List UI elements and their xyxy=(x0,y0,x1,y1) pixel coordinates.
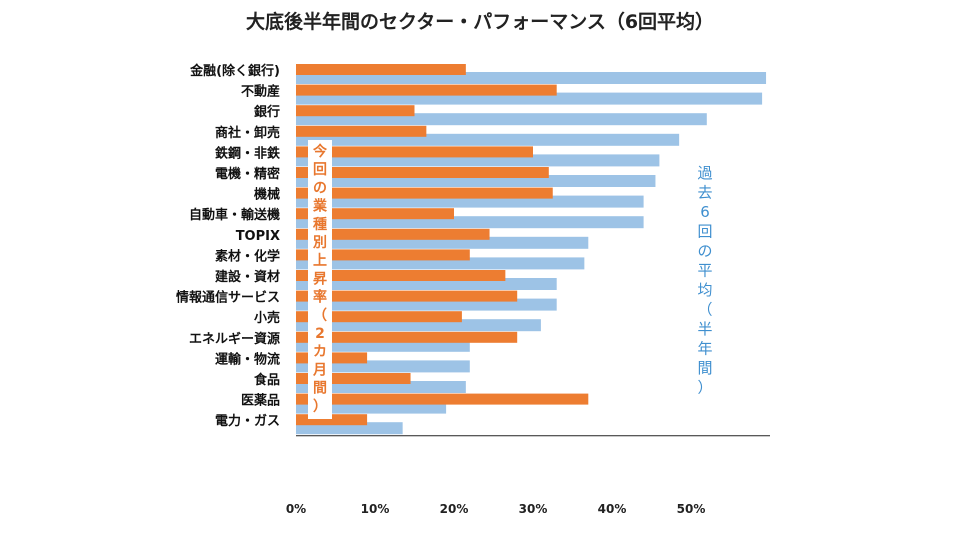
current-series-label: 今回の業種別上昇率（ 2 カ月間） xyxy=(312,143,328,415)
bar-current-17 xyxy=(296,414,368,426)
category-label-6: 機械 xyxy=(254,187,280,203)
bar-current-6 xyxy=(296,187,553,199)
bar-current-8 xyxy=(296,228,490,240)
bar-current-10 xyxy=(296,270,506,281)
category-label-1: 不動産 xyxy=(241,84,280,100)
category-label-3: 商社・卸売 xyxy=(215,125,280,141)
category-label-0: 金融(除く銀行) xyxy=(189,63,280,79)
bar-current-4 xyxy=(296,146,533,158)
bar-current-16 xyxy=(296,393,589,405)
bar-current-0 xyxy=(296,64,466,75)
category-label-10: 建設・資材 xyxy=(215,269,280,285)
category-label-12: 小売 xyxy=(254,310,280,326)
category-label-17: 電力・ガス xyxy=(215,413,280,429)
category-label-8: TOPIX xyxy=(236,229,280,244)
bar-current-7 xyxy=(296,208,454,220)
bar-current-11 xyxy=(296,290,518,302)
bar-current-15 xyxy=(296,373,411,384)
bar-current-2 xyxy=(296,105,415,117)
current-label-backdrop xyxy=(308,140,332,419)
bar-current-12 xyxy=(296,311,462,323)
category-label-5: 電機・精密 xyxy=(215,166,280,182)
category-label-2: 銀行 xyxy=(254,104,280,120)
bar-current-1 xyxy=(296,84,557,96)
category-label-13: エネルギー資源 xyxy=(189,331,280,347)
chart-title: 大底後半年間のセクター・パフォーマンス（6回平均） xyxy=(246,10,714,33)
x-tick-label-1: 10% xyxy=(361,502,390,516)
category-label-7: 自動車・輸送機 xyxy=(189,207,280,223)
x-tick-label-3: 30% xyxy=(519,502,548,516)
x-tick-label-2: 20% xyxy=(440,502,469,516)
x-tick-label-5: 50% xyxy=(677,502,706,516)
x-tick-label-4: 40% xyxy=(598,502,627,516)
bar-current-9 xyxy=(296,249,470,261)
category-label-16: 医薬品 xyxy=(241,393,280,409)
past-avg-series-label: 過去 6 回の平均（半年間） xyxy=(697,164,712,397)
category-label-14: 運輸・物流 xyxy=(215,351,280,367)
category-label-11: 情報通信サービス xyxy=(176,290,280,306)
bar-current-13 xyxy=(296,331,518,343)
bar-current-5 xyxy=(296,167,549,178)
category-label-4: 鉄鋼・非鉄 xyxy=(215,145,280,161)
category-label-9: 素材・化学 xyxy=(215,248,280,264)
category-label-15: 食品 xyxy=(254,372,280,388)
x-tick-label-0: 0% xyxy=(286,502,306,516)
bar-current-3 xyxy=(296,125,427,137)
